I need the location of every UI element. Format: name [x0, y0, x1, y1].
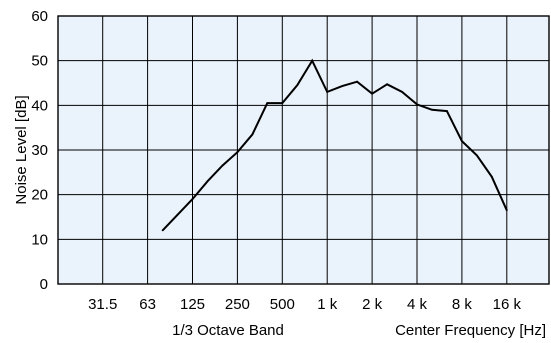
noise-level-line — [161, 58, 508, 232]
x-tick-labels: 31.5 63 125 250 500 1 k 2 k 4 k 8 k 16 k — [88, 296, 521, 313]
data-point — [401, 91, 403, 93]
x-tick-label: 16 k — [493, 296, 522, 313]
x-axis-label-band: 1/3 Octave Band — [172, 322, 284, 339]
data-point — [326, 91, 329, 93]
y-tick-label: 10 — [31, 231, 48, 248]
x-tick-label: 250 — [225, 296, 250, 313]
y-tick-label: 0 — [40, 276, 48, 293]
x-tick-label: 500 — [270, 296, 295, 313]
y-tick-label: 60 — [31, 8, 48, 25]
data-point — [311, 59, 314, 62]
data-point — [176, 213, 179, 216]
series-group — [161, 58, 508, 232]
data-point — [236, 151, 239, 154]
data-point — [476, 154, 478, 157]
x-tick-label: 4 k — [407, 296, 428, 313]
data-point — [206, 180, 209, 183]
x-tick-label: 2 k — [362, 296, 383, 313]
data-point — [251, 133, 254, 136]
y-axis-label: Noise Level [dB] — [13, 95, 30, 204]
data-point — [266, 102, 269, 104]
data-point — [416, 103, 418, 106]
data-point — [281, 102, 284, 104]
grid — [58, 16, 549, 284]
x-tick-label: 8 k — [452, 296, 473, 313]
data-point — [386, 83, 388, 86]
data-point — [505, 209, 508, 212]
data-point — [431, 108, 433, 111]
y-tick-label: 40 — [31, 97, 48, 114]
x-tick-label: 125 — [180, 296, 205, 313]
x-tick-label: 1 k — [317, 296, 338, 313]
x-axis-label-frequency: Center Frequency [Hz] — [395, 322, 546, 339]
data-point — [461, 140, 463, 143]
data-point — [221, 164, 224, 167]
y-tick-labels: 0 10 20 30 40 50 60 — [31, 8, 48, 293]
data-point — [490, 175, 493, 178]
y-tick-label: 20 — [31, 187, 48, 204]
data-point — [356, 80, 358, 83]
x-tick-label: 31.5 — [88, 296, 117, 313]
data-point — [341, 85, 344, 87]
y-tick-label: 50 — [31, 53, 48, 70]
x-tick-label: 63 — [139, 296, 156, 313]
y-tick-label: 30 — [31, 142, 48, 159]
data-point — [371, 92, 373, 95]
data-point — [296, 84, 299, 87]
data-point — [191, 198, 194, 201]
data-point — [446, 110, 448, 112]
data-point — [161, 229, 164, 232]
